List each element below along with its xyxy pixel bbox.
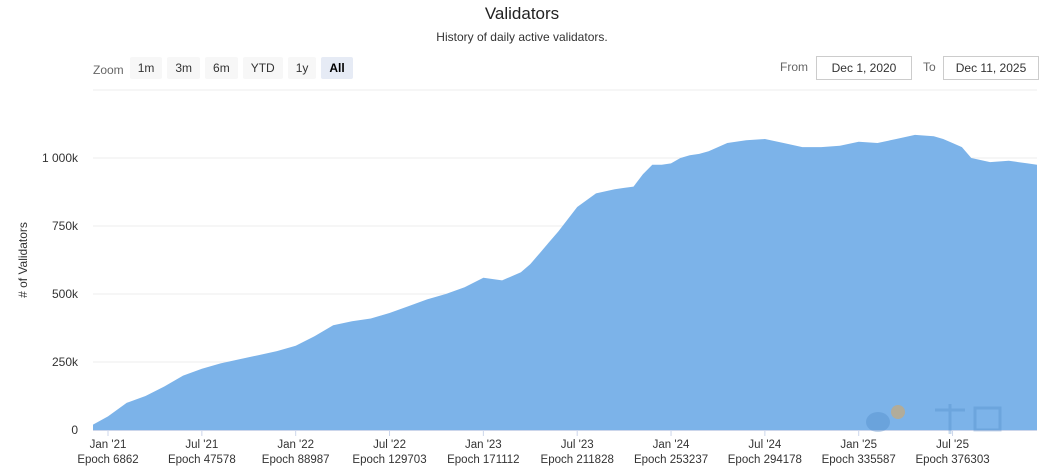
x-tick-epoch-label: Epoch 211828 bbox=[541, 454, 614, 466]
x-tick-label: Jan '25 bbox=[840, 439, 877, 451]
zoom-1y-button[interactable]: 1y bbox=[287, 57, 317, 79]
x-tick-label: Jul '21 bbox=[185, 439, 218, 451]
from-label: From bbox=[780, 60, 808, 74]
x-tick-label: Jan '22 bbox=[277, 439, 314, 451]
x-tick-epoch-label: Epoch 88987 bbox=[262, 454, 330, 466]
chart-title: Validators bbox=[484, 4, 560, 23]
zoom-1m-button[interactable]: 1m bbox=[129, 57, 163, 79]
y-axis-title: # of Validators bbox=[16, 222, 30, 298]
y-tick-label: 500k bbox=[52, 287, 79, 301]
x-tick-label: Jul '22 bbox=[373, 439, 406, 451]
from-date-input[interactable]: Dec 1, 2020 bbox=[816, 56, 912, 80]
to-label: To bbox=[923, 60, 936, 74]
zoom-6m-button[interactable]: 6m bbox=[205, 57, 238, 79]
chart-subtitle: History of daily active validators. bbox=[436, 30, 608, 44]
zoom-ytd-button[interactable]: YTD bbox=[242, 57, 283, 79]
y-tick-label: 750k bbox=[52, 219, 79, 233]
x-tick-epoch-label: Epoch 6862 bbox=[77, 454, 138, 466]
zoom-all-button[interactable]: All bbox=[321, 57, 353, 79]
x-tick-label: Jul '24 bbox=[748, 439, 781, 451]
zoom-label: Zoom bbox=[93, 62, 124, 77]
x-tick-epoch-label: Epoch 47578 bbox=[168, 454, 236, 466]
x-tick-epoch-label: Epoch 294178 bbox=[728, 454, 802, 466]
y-tick-label: 0 bbox=[71, 423, 78, 437]
x-tick-label: Jan '23 bbox=[465, 439, 502, 451]
zoom-3m-button[interactable]: 3m bbox=[167, 57, 201, 79]
x-tick-label: Jan '24 bbox=[653, 439, 690, 451]
zoom-bar: Zoom 1m 3m 6m YTD 1y All bbox=[93, 57, 358, 79]
x-tick-epoch-label: Epoch 171112 bbox=[447, 454, 519, 466]
y-tick-label: 1 000k bbox=[42, 151, 79, 165]
to-date-input[interactable]: Dec 11, 2025 bbox=[943, 56, 1039, 80]
x-tick-epoch-label: Epoch 335587 bbox=[822, 454, 896, 466]
x-tick-label: Jul '23 bbox=[561, 439, 594, 451]
x-tick-label: Jul '25 bbox=[936, 439, 969, 451]
validators-area bbox=[93, 134, 1037, 430]
x-tick-epoch-label: Epoch 253237 bbox=[634, 454, 708, 466]
y-tick-label: 250k bbox=[52, 355, 79, 369]
x-tick-epoch-label: Epoch 129703 bbox=[352, 454, 426, 466]
x-tick-label: Jan '21 bbox=[90, 439, 127, 451]
x-tick-epoch-label: Epoch 376303 bbox=[915, 454, 989, 466]
